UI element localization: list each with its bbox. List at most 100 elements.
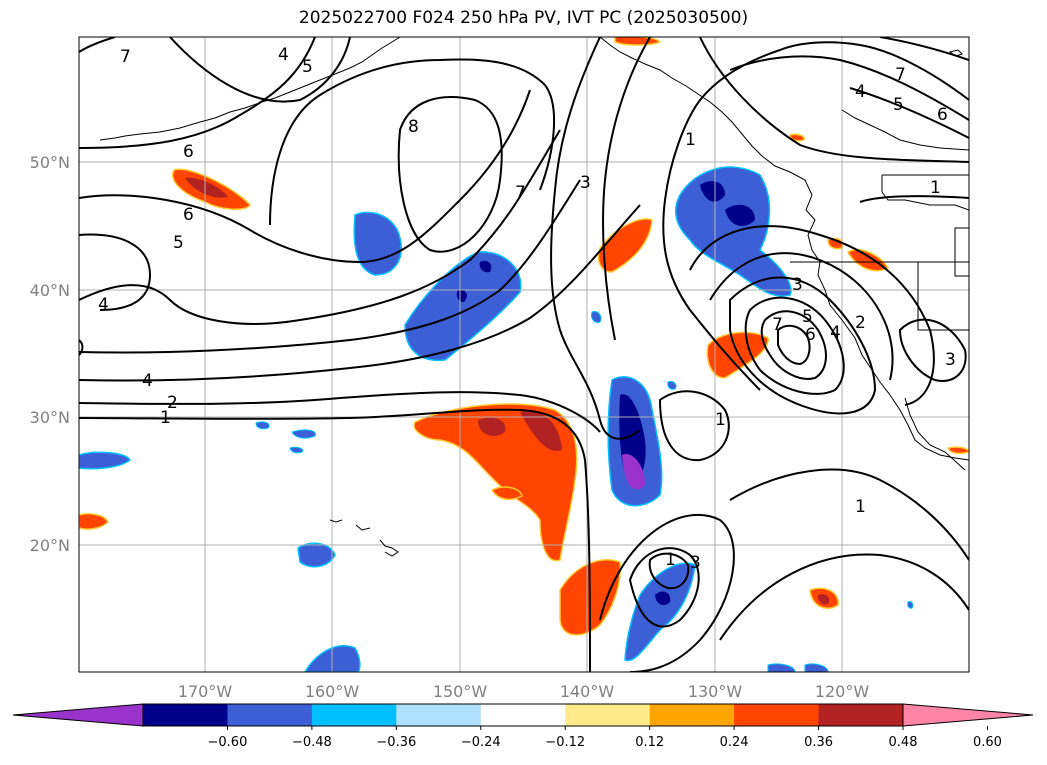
longitude-ticks: 170°W 160°W 150°W 140°W 130°W 120°W <box>178 682 870 701</box>
colorbar-cell <box>565 704 651 726</box>
positive-anomaly-region <box>706 331 769 379</box>
contour-label: 4 <box>98 295 109 315</box>
contour-label: 4 <box>830 323 841 343</box>
negative-anomaly-region <box>79 451 131 470</box>
positive-anomaly-region <box>79 513 109 530</box>
negative-anomaly-region <box>591 311 602 323</box>
latitude-ticks: 50°N 40°N 30°N 20°N <box>30 153 70 555</box>
colorbar-tick-label: 0.36 <box>804 735 833 750</box>
colorbar-max-extension <box>903 704 1033 726</box>
map-title: 2025022700 F024 250 hPa PV, IVT PC (2025… <box>298 8 749 28</box>
contour-label: 3 <box>792 275 803 295</box>
contour-label: 1 <box>685 130 696 150</box>
strong-positive-anomaly-region <box>478 417 506 436</box>
negative-anomaly-region <box>289 446 304 454</box>
contour-label: 7 <box>515 183 526 203</box>
negative-anomaly-region <box>767 663 796 672</box>
contour-label: 1 <box>160 408 171 428</box>
lat-tick-label: 40°N <box>30 281 70 300</box>
lat-tick-label: 20°N <box>30 536 70 555</box>
contour-label: 7 <box>772 315 783 335</box>
strong-negative-anomaly-region <box>479 260 492 273</box>
strong-positive-anomaly-region <box>520 411 562 451</box>
positive-anomaly-region <box>490 486 523 501</box>
colorbar-frame <box>142 703 904 727</box>
strong-negative-anomaly-region <box>655 591 671 606</box>
contour-label: 3 <box>580 173 591 193</box>
map-panel: 7 4 5 6 6 5 4 4 2 1 8 7 3 1 1 1 7 4 5 6 … <box>79 37 969 672</box>
contour-label: 2 <box>855 313 866 333</box>
contour-label: 5 <box>173 233 184 253</box>
lon-tick-label: 150°W <box>433 682 488 701</box>
contour-labels: 7 4 5 6 6 5 4 4 2 1 8 7 3 1 1 1 7 4 5 6 … <box>98 45 956 573</box>
contour-label: 7 <box>120 47 131 67</box>
strong-positive-anomaly-region <box>185 177 228 198</box>
contour-label: 6 <box>183 142 194 162</box>
contour-label: 1 <box>855 497 866 517</box>
colorbar-cell <box>480 704 566 726</box>
map-gridlines <box>79 37 969 672</box>
contour-label: 4 <box>142 371 153 391</box>
colorbar-tick-label: −0.36 <box>376 735 416 750</box>
colorbar-tick-label: −0.24 <box>461 735 501 750</box>
colorbar-tick-label: 0.60 <box>973 735 1002 750</box>
negative-anomaly-region <box>255 421 270 430</box>
colorbar-tick-label: −0.60 <box>208 735 248 750</box>
contour-label: 5 <box>302 57 313 77</box>
lon-tick-label: 130°W <box>688 682 743 701</box>
contour-label: 7 <box>895 65 906 85</box>
negative-anomaly-region <box>297 542 336 568</box>
contour-label: 6 <box>183 205 194 225</box>
contour-label: 3 <box>945 350 956 370</box>
contour-label: 8 <box>408 117 419 137</box>
negative-anomaly-region <box>907 601 914 609</box>
coastlines <box>99 37 969 557</box>
contour-label: 3 <box>690 553 701 573</box>
contour-label: 1 <box>715 410 726 430</box>
contour-label: 5 <box>893 95 904 115</box>
lat-tick-label: 50°N <box>30 153 70 172</box>
colorbar-cell <box>396 704 482 726</box>
lon-tick-label: 160°W <box>305 682 360 701</box>
colorbar-cell <box>143 704 228 726</box>
map-frame <box>78 36 970 673</box>
colorbar-tick-label: −0.12 <box>545 735 585 750</box>
lon-tick-label: 140°W <box>560 682 615 701</box>
colorbar: −0.60 −0.48 −0.36 −0.24 −0.12 0.12 0.24 0.36 0.4… <box>12 703 1034 750</box>
contour-label: 1 <box>930 178 941 198</box>
colorbar-cell <box>227 704 313 726</box>
negative-anomaly-region <box>291 429 316 439</box>
strong-positive-anomaly-region <box>818 594 830 605</box>
colorbar-tick-label: 0.48 <box>889 735 918 750</box>
contour-label: 6 <box>937 105 948 125</box>
contour-label: 6 <box>805 325 816 345</box>
positive-anomaly-region <box>413 403 578 562</box>
colorbar-tick-label: 0.12 <box>635 735 664 750</box>
colorbar-cell <box>311 704 397 726</box>
colorbar-min-extension <box>13 704 143 726</box>
strong-negative-anomaly-region <box>725 204 755 226</box>
colorbar-cell <box>818 704 904 726</box>
lon-tick-label: 170°W <box>178 682 233 701</box>
contour-label: 4 <box>855 82 866 102</box>
contour-label: 1 <box>665 550 676 570</box>
positive-anomaly-region <box>946 446 969 455</box>
contour-label: 4 <box>278 45 289 65</box>
positive-anomaly-region <box>597 218 653 273</box>
negative-anomaly-region <box>667 381 677 390</box>
ivt-contours <box>79 37 969 672</box>
positive-anomaly-region <box>846 248 890 272</box>
strong-negative-anomaly-region <box>456 289 467 302</box>
negative-anomaly-region <box>404 251 522 362</box>
negative-anomaly-region <box>804 663 829 672</box>
colorbar-cell <box>734 704 820 726</box>
colorbar-tick-label: 0.24 <box>720 735 749 750</box>
strongest-negative-anomaly-region <box>622 454 645 490</box>
negative-anomaly-region <box>353 211 402 276</box>
colorbar-cell <box>649 704 735 726</box>
lat-tick-label: 30°N <box>30 408 70 427</box>
contour-label: 5 <box>802 307 813 327</box>
lon-tick-label: 120°W <box>815 682 870 701</box>
contour-label: 2 <box>167 393 178 413</box>
